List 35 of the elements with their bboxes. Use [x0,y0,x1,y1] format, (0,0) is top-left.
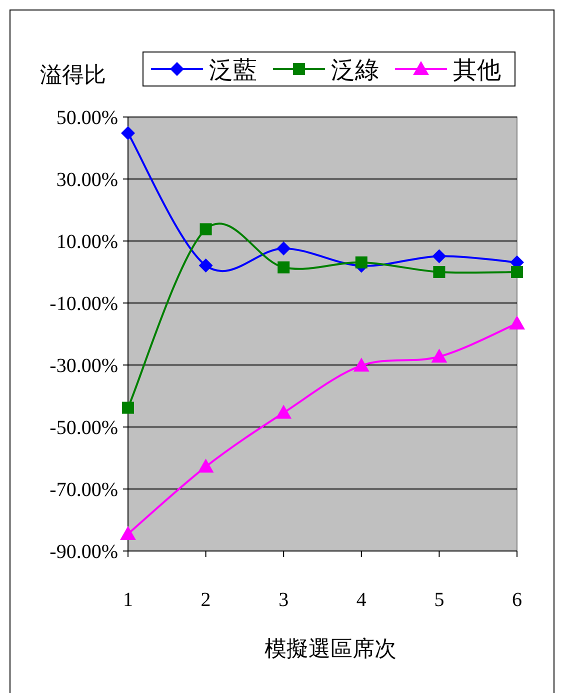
point [198,258,213,272]
legend-label: 泛綠 [331,58,379,84]
y-tick-label: 10.00% [56,231,118,253]
point [121,126,135,140]
point [120,526,136,540]
point [355,256,368,268]
x-tick-label: 1 [123,589,133,611]
point [276,241,291,256]
point [431,348,448,363]
point [353,358,370,372]
legend-label: 泛藍 [209,58,257,84]
point [122,402,134,414]
y-tick-label: -50.00% [50,417,118,439]
y-tick-label: -10.00% [50,293,118,315]
x-tick-label: 2 [200,589,211,611]
y-tick-label: -90.00% [50,541,118,563]
x-axis-title: 模擬選區席次 [264,636,396,661]
y-tick-label: 50.00% [56,107,118,129]
point [200,223,212,236]
x-tick-label: 5 [434,589,444,611]
y-axis-title: 溢得比 [40,62,106,87]
point [198,458,214,473]
point [511,266,523,278]
point [432,249,446,264]
point [433,266,446,278]
x-tick-label: 3 [278,589,289,611]
x-tick-label: 4 [356,589,366,611]
point [278,261,290,274]
x-tick-label: 6 [512,589,522,611]
point [509,315,525,330]
y-tick-label: -70.00% [50,479,118,501]
legend-label: 其他 [453,58,501,84]
point [276,404,292,419]
y-tick-label: 30.00% [56,169,118,191]
y-tick-label: -30.00% [50,355,118,377]
